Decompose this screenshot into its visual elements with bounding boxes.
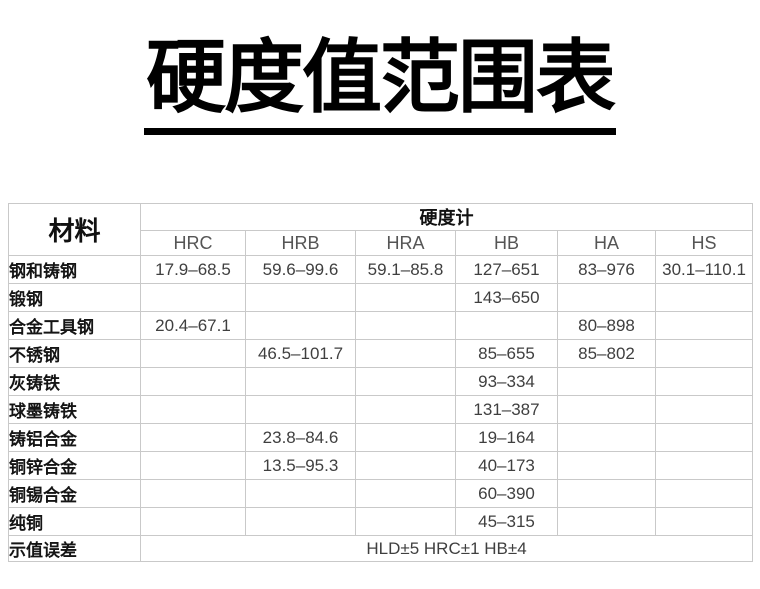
table-row: 铜锡合金 60–390 bbox=[8, 479, 754, 508]
value-cell bbox=[557, 423, 656, 452]
value-cell bbox=[654, 339, 754, 368]
table-row: 不锈钢 46.5–101.7 85–655 85–802 bbox=[8, 339, 754, 368]
value-cell bbox=[355, 283, 456, 312]
value-cell bbox=[140, 423, 246, 452]
material-cell: 纯铜 bbox=[8, 507, 141, 536]
value-cell: 80–898 bbox=[557, 311, 656, 340]
table-row: 纯铜 45–315 bbox=[8, 507, 754, 536]
value-cell: 127–651 bbox=[455, 255, 558, 284]
value-cell: 20.4–67.1 bbox=[140, 311, 246, 340]
material-cell: 铸铝合金 bbox=[8, 423, 141, 452]
value-cell: 59.6–99.6 bbox=[245, 255, 356, 284]
material-cell: 铜锌合金 bbox=[8, 451, 141, 480]
tolerance-value: HLD±5 HRC±1 HB±4 bbox=[139, 535, 754, 562]
value-cell: 85–802 bbox=[557, 339, 656, 368]
value-cell bbox=[140, 367, 246, 396]
value-cell bbox=[654, 367, 754, 396]
value-cell bbox=[654, 479, 754, 508]
value-cell bbox=[654, 311, 754, 340]
value-cell bbox=[557, 451, 656, 480]
value-cell: 85–655 bbox=[455, 339, 558, 368]
value-cell bbox=[654, 423, 754, 452]
value-cell: 30.1–110.1 bbox=[654, 255, 754, 284]
value-cell: 45–315 bbox=[455, 507, 558, 536]
value-cell bbox=[245, 507, 356, 536]
table-row: 球墨铸铁 131–387 bbox=[8, 395, 754, 424]
value-cell: 143–650 bbox=[455, 283, 558, 312]
material-cell: 合金工具钢 bbox=[8, 311, 141, 340]
value-cell bbox=[654, 283, 754, 312]
value-cell bbox=[654, 507, 754, 536]
value-cell bbox=[355, 479, 456, 508]
tolerance-label: 示值误差 bbox=[8, 535, 141, 562]
value-cell bbox=[245, 283, 356, 312]
value-cell bbox=[355, 451, 456, 480]
value-cell bbox=[245, 479, 356, 508]
value-cell bbox=[140, 339, 246, 368]
material-cell: 不锈钢 bbox=[8, 339, 141, 368]
value-cell bbox=[654, 395, 754, 424]
table-row: 合金工具钢 20.4–67.1 80–898 bbox=[8, 311, 754, 340]
value-cell: 131–387 bbox=[455, 395, 558, 424]
value-cell: 60–390 bbox=[455, 479, 558, 508]
tester-group-header: 硬度计 bbox=[139, 203, 754, 231]
value-cell bbox=[557, 367, 656, 396]
value-cell bbox=[455, 311, 558, 340]
value-cell: 23.8–84.6 bbox=[245, 423, 356, 452]
value-cell bbox=[245, 395, 356, 424]
value-cell bbox=[355, 339, 456, 368]
value-cell bbox=[355, 367, 456, 396]
value-cell bbox=[355, 507, 456, 536]
title-wrap: 硬度值范围表 bbox=[0, 38, 760, 135]
value-cell bbox=[140, 479, 246, 508]
value-cell bbox=[140, 283, 246, 312]
value-cell: 59.1–85.8 bbox=[355, 255, 456, 284]
material-cell: 钢和铸钢 bbox=[8, 255, 141, 284]
table-row: 灰铸铁 93–334 bbox=[8, 367, 754, 396]
table-row: 钢和铸钢 17.9–68.5 59.6–99.6 59.1–85.8 127–6… bbox=[8, 255, 754, 284]
hardness-table: 材料 硬度计 HRC HRB HRA HB HA HS 钢和铸钢 17.9–68… bbox=[8, 203, 754, 562]
value-cell bbox=[140, 395, 246, 424]
material-cell: 灰铸铁 bbox=[8, 367, 141, 396]
material-cell: 铜锡合金 bbox=[8, 479, 141, 508]
table-header-row-2: HRC HRB HRA HB HA HS bbox=[9, 230, 754, 256]
column-header-hs: HS bbox=[654, 230, 754, 256]
value-cell bbox=[557, 507, 656, 536]
value-cell bbox=[140, 507, 246, 536]
table-row: 铜锌合金 13.5–95.3 40–173 bbox=[8, 451, 754, 480]
column-header-ha: HA bbox=[557, 230, 656, 256]
value-cell bbox=[654, 451, 754, 480]
material-cell: 锻钢 bbox=[8, 283, 141, 312]
page-title: 硬度值范围表 bbox=[144, 38, 616, 135]
column-header-hb: HB bbox=[455, 230, 558, 256]
value-cell bbox=[245, 367, 356, 396]
material-column-header: 材料 bbox=[8, 203, 141, 256]
column-header-hrc: HRC bbox=[140, 230, 246, 256]
value-cell bbox=[245, 311, 356, 340]
value-cell bbox=[557, 395, 656, 424]
value-cell: 19–164 bbox=[455, 423, 558, 452]
value-cell: 46.5–101.7 bbox=[245, 339, 356, 368]
table-row: 锻钢 143–650 bbox=[8, 283, 754, 312]
value-cell bbox=[557, 283, 656, 312]
value-cell: 40–173 bbox=[455, 451, 558, 480]
value-cell: 13.5–95.3 bbox=[245, 451, 356, 480]
value-cell bbox=[355, 311, 456, 340]
value-cell: 17.9–68.5 bbox=[140, 255, 246, 284]
table-footer-row: 示值误差 HLD±5 HRC±1 HB±4 bbox=[8, 535, 754, 562]
column-header-hrb: HRB bbox=[245, 230, 356, 256]
value-cell bbox=[355, 423, 456, 452]
value-cell bbox=[140, 451, 246, 480]
column-header-hra: HRA bbox=[355, 230, 456, 256]
table-row: 铸铝合金 23.8–84.6 19–164 bbox=[8, 423, 754, 452]
material-cell: 球墨铸铁 bbox=[8, 395, 141, 424]
value-cell bbox=[557, 479, 656, 508]
table-header-row-1: 材料 硬度计 bbox=[8, 203, 754, 256]
value-cell bbox=[355, 395, 456, 424]
value-cell: 93–334 bbox=[455, 367, 558, 396]
value-cell: 83–976 bbox=[557, 255, 656, 284]
